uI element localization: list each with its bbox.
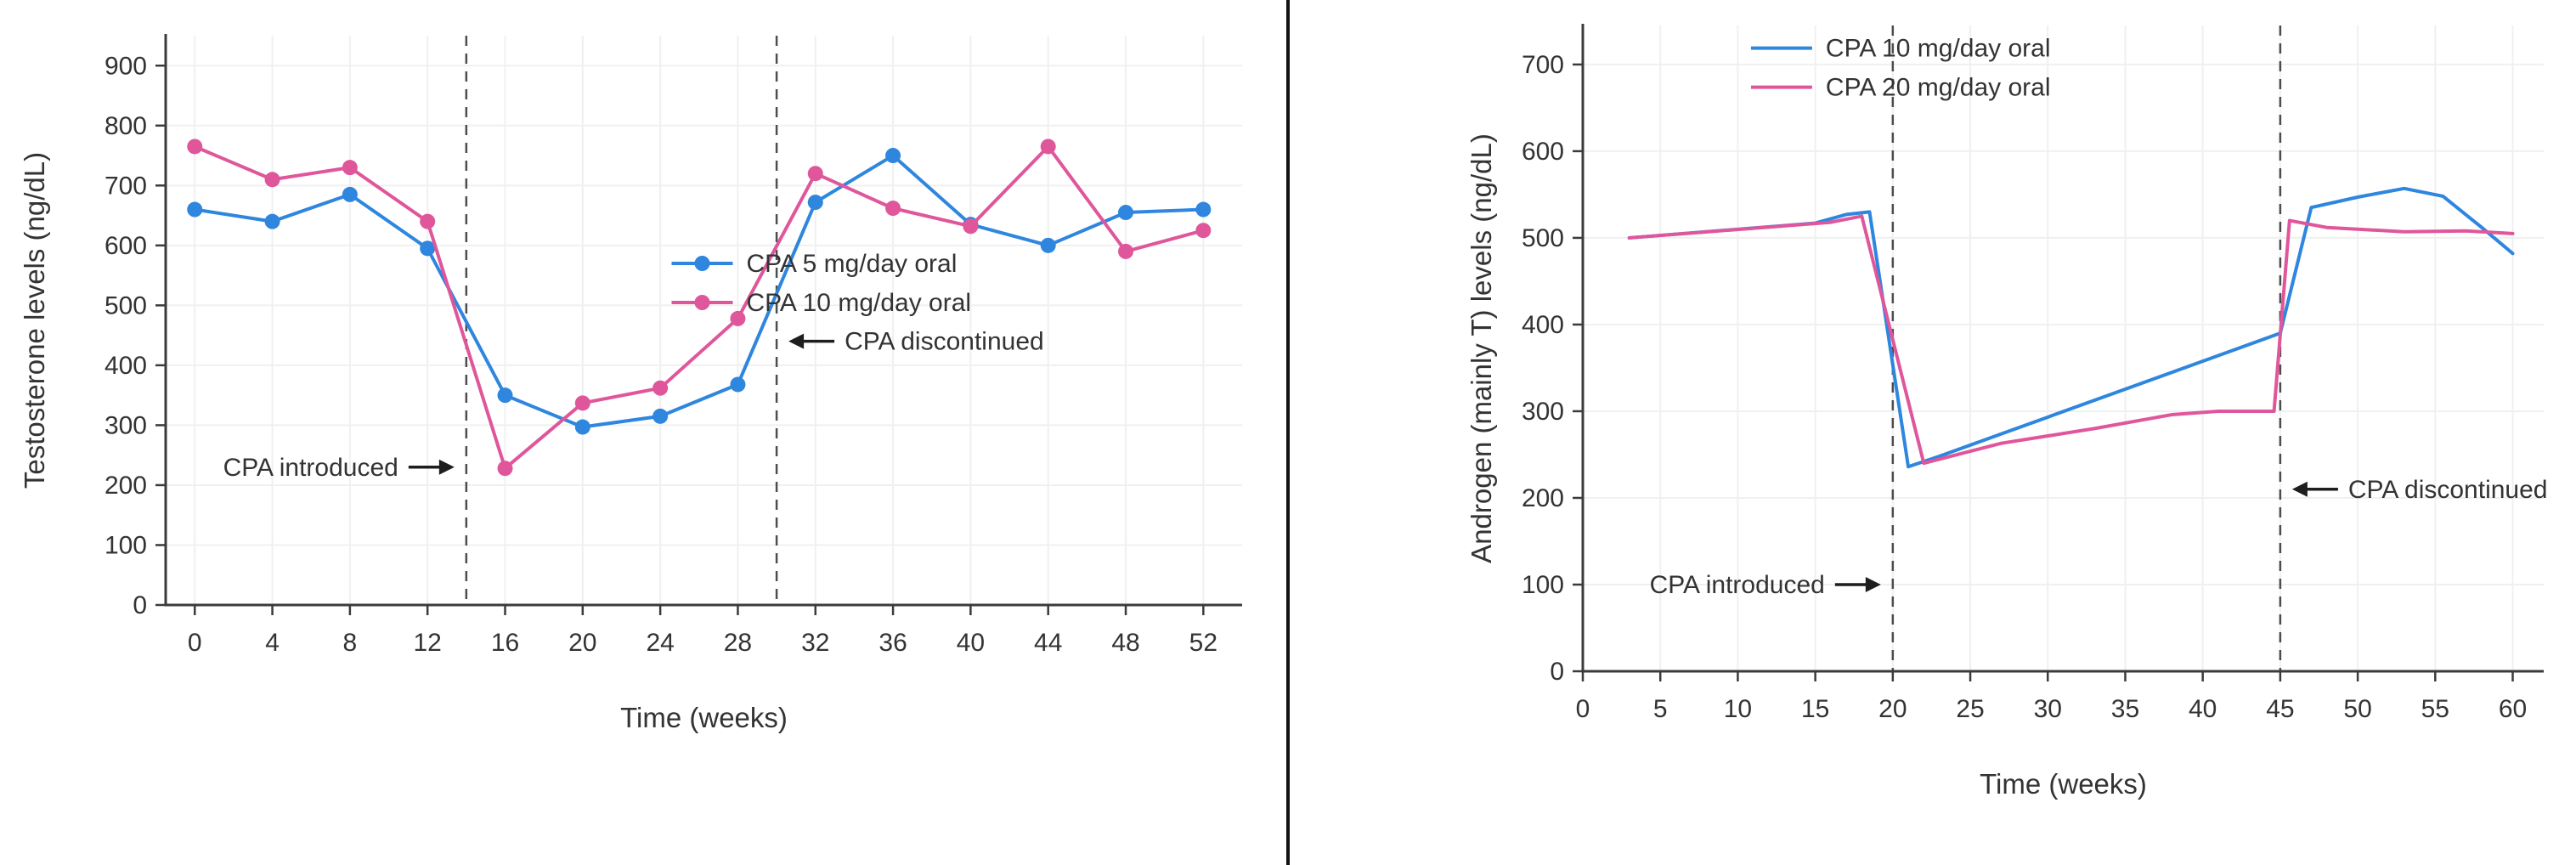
series-line bbox=[193, 144, 1206, 471]
x-tick-label: 25 bbox=[1956, 695, 1984, 723]
legend-label: CPA 10 mg/day oral bbox=[1826, 35, 2051, 63]
data-point bbox=[264, 172, 280, 188]
data-point bbox=[1118, 205, 1134, 221]
x-tick-label: 28 bbox=[724, 629, 752, 657]
data-point bbox=[497, 387, 513, 404]
y-tick-label: 700 bbox=[1522, 51, 1564, 79]
data-point bbox=[497, 461, 513, 477]
data-point bbox=[420, 213, 436, 229]
data-point bbox=[1195, 201, 1212, 218]
data-point bbox=[1040, 139, 1056, 155]
annotation-arrow-head-icon bbox=[438, 459, 455, 475]
x-tick-label: 48 bbox=[1111, 629, 1139, 657]
androgen-chart: 0 5 10 15 20 25 30 35 40 45 50 55 600100200300400500… bbox=[1466, 24, 2548, 800]
data-point bbox=[1040, 237, 1056, 253]
data-point bbox=[420, 240, 436, 257]
series-line bbox=[1627, 214, 2515, 466]
annotation-arrow-head-icon bbox=[1865, 576, 1881, 592]
y-tick-label: 300 bbox=[105, 411, 147, 439]
data-point bbox=[963, 218, 979, 235]
legend-label: CPA 5 mg/day oral bbox=[746, 250, 957, 278]
data-point bbox=[342, 186, 358, 202]
data-point bbox=[342, 160, 358, 176]
data-point bbox=[574, 419, 590, 435]
data-point bbox=[652, 380, 669, 396]
legend-sample-marker bbox=[694, 256, 710, 271]
data-point bbox=[885, 201, 901, 217]
y-tick-label: 500 bbox=[1522, 224, 1564, 252]
x-tick-label: 35 bbox=[2111, 695, 2139, 723]
x-axis-title: Time (weeks) bbox=[1980, 768, 2147, 800]
y-tick-label: 100 bbox=[1522, 571, 1564, 599]
x-tick-label: 8 bbox=[343, 629, 358, 657]
x-tick-label: 24 bbox=[646, 629, 674, 657]
y-axis-title: Testosterone levels (ng/dL) bbox=[19, 152, 50, 489]
annotation-text: CPA discontinued bbox=[845, 328, 1044, 356]
x-tick-label: 36 bbox=[878, 629, 907, 657]
x-tick-label: 12 bbox=[414, 629, 442, 657]
y-tick-label: 100 bbox=[105, 531, 147, 559]
x-tick-label: 20 bbox=[1878, 695, 1907, 723]
x-tick-label: 16 bbox=[491, 629, 519, 657]
series-line bbox=[193, 154, 1206, 429]
x-tick-label: 60 bbox=[2499, 695, 2527, 723]
y-tick-label: 700 bbox=[105, 172, 147, 200]
y-tick-label: 0 bbox=[1550, 658, 1564, 686]
x-axis-title: Time (weeks) bbox=[620, 702, 788, 733]
x-tick-label: 4 bbox=[265, 629, 280, 657]
y-tick-label: 600 bbox=[1522, 138, 1564, 166]
x-tick-label: 30 bbox=[2034, 695, 2062, 723]
annotation-text: CPA introduced bbox=[1650, 571, 1825, 599]
data-point bbox=[1195, 223, 1212, 239]
y-tick-label: 200 bbox=[1522, 484, 1564, 512]
x-tick-label: 50 bbox=[2343, 695, 2371, 723]
x-tick-label: 15 bbox=[1801, 695, 1829, 723]
data-point bbox=[1118, 243, 1134, 259]
annotation-text: CPA discontinued bbox=[2348, 476, 2548, 504]
data-point bbox=[807, 195, 823, 211]
data-point bbox=[187, 139, 203, 155]
testosterone-chart: 0 4 8 12 16 20 24 28 32 36 40 44 48 52010020030040050… bbox=[19, 34, 1242, 733]
y-tick-label: 500 bbox=[105, 291, 147, 319]
y-tick-label: 600 bbox=[105, 232, 147, 260]
x-tick-label: 55 bbox=[2421, 695, 2449, 723]
data-point bbox=[807, 166, 823, 182]
x-tick-label: 44 bbox=[1034, 629, 1062, 657]
x-tick-label: 10 bbox=[1724, 695, 1752, 723]
y-tick-label: 400 bbox=[105, 352, 147, 380]
data-point bbox=[730, 310, 746, 326]
y-tick-label: 800 bbox=[105, 112, 147, 140]
data-point bbox=[652, 408, 669, 424]
x-tick-label: 0 bbox=[188, 629, 202, 657]
x-tick-label: 5 bbox=[1653, 695, 1668, 723]
annotation-text: CPA introduced bbox=[223, 454, 398, 482]
y-tick-label: 0 bbox=[133, 591, 147, 619]
legend-label: CPA 20 mg/day oral bbox=[1826, 74, 2051, 102]
y-tick-label: 400 bbox=[1522, 311, 1564, 339]
y-axis-title: Androgen (mainly T) levels (ng/dL) bbox=[1466, 133, 1497, 563]
androgen-chart-panel: 0 5 10 15 20 25 30 35 40 45 50 55 60 0 100 200 300 400 500… bbox=[1290, 0, 2576, 865]
panel-divider bbox=[1286, 0, 1290, 865]
x-tick-label: 40 bbox=[957, 629, 985, 657]
x-tick-label: 0 bbox=[1576, 695, 1590, 723]
data-point bbox=[574, 395, 590, 411]
y-tick-label: 900 bbox=[105, 52, 147, 80]
legend-sample-marker bbox=[694, 295, 710, 310]
y-tick-label: 300 bbox=[1522, 398, 1564, 426]
data-point bbox=[187, 201, 203, 218]
y-tick-label: 200 bbox=[105, 472, 147, 500]
x-tick-label: 20 bbox=[568, 629, 596, 657]
data-point bbox=[730, 376, 746, 393]
x-tick-label: 45 bbox=[2266, 695, 2294, 723]
legend-label: CPA 10 mg/day oral bbox=[746, 289, 971, 317]
data-point bbox=[885, 148, 901, 164]
x-tick-label: 40 bbox=[2189, 695, 2217, 723]
annotation-arrow-head-icon bbox=[2291, 481, 2308, 497]
x-tick-label: 52 bbox=[1189, 629, 1217, 657]
testosterone-chart-panel: 0 4 8 12 16 20 24 28 32 36 40 44 48 52 0 100 200 300 400 50… bbox=[0, 0, 1286, 865]
data-point bbox=[264, 213, 280, 229]
x-tick-label: 32 bbox=[801, 629, 829, 657]
annotation-arrow-head-icon bbox=[788, 333, 805, 349]
